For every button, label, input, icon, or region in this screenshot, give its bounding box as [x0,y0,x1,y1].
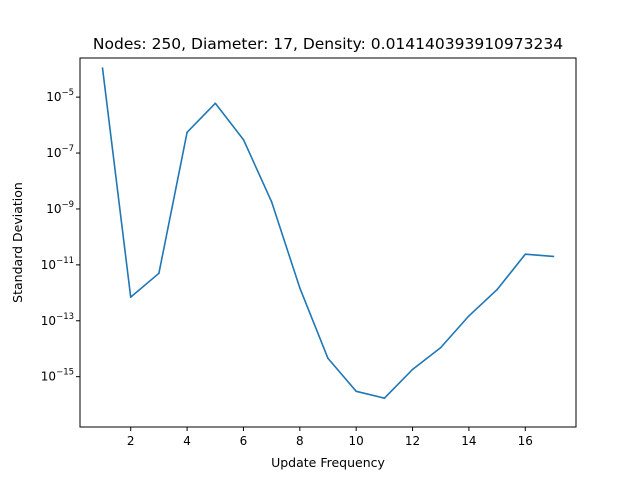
x-tick-label: 6 [240,434,248,448]
data-point [468,315,470,317]
x-tick-label: 16 [518,434,533,448]
data-point [186,131,188,134]
data-point [552,255,555,258]
x-tick-label: 8 [296,434,304,448]
y-axis-label: Standard Deviation [10,182,25,303]
data-point [270,201,273,203]
x-tick-label: 2 [127,434,135,448]
data-point [411,368,414,371]
data-point [242,138,245,141]
data-point [355,390,358,393]
x-tick-label: 4 [183,434,191,448]
axes-frame [79,57,577,428]
data-point [129,296,132,298]
chart-title: Nodes: 250, Diameter: 17, Density: 0.014… [93,35,563,53]
plot-area [101,67,555,400]
x-tick-label: 10 [349,434,364,448]
data-point [214,102,217,105]
data-point [439,346,442,349]
x-tick-label: 14 [461,434,476,448]
x-axis: 2 4 6 8 10 12 14 16 [127,427,533,448]
data-point [101,67,104,69]
data-point [383,397,386,400]
x-tick-label: 12 [405,434,420,448]
data-point [158,272,160,275]
data-point [496,288,498,291]
data-point [524,253,527,255]
x-axis-label: Update Frequency [271,455,385,470]
data-point [299,287,301,289]
data-point [327,357,329,360]
